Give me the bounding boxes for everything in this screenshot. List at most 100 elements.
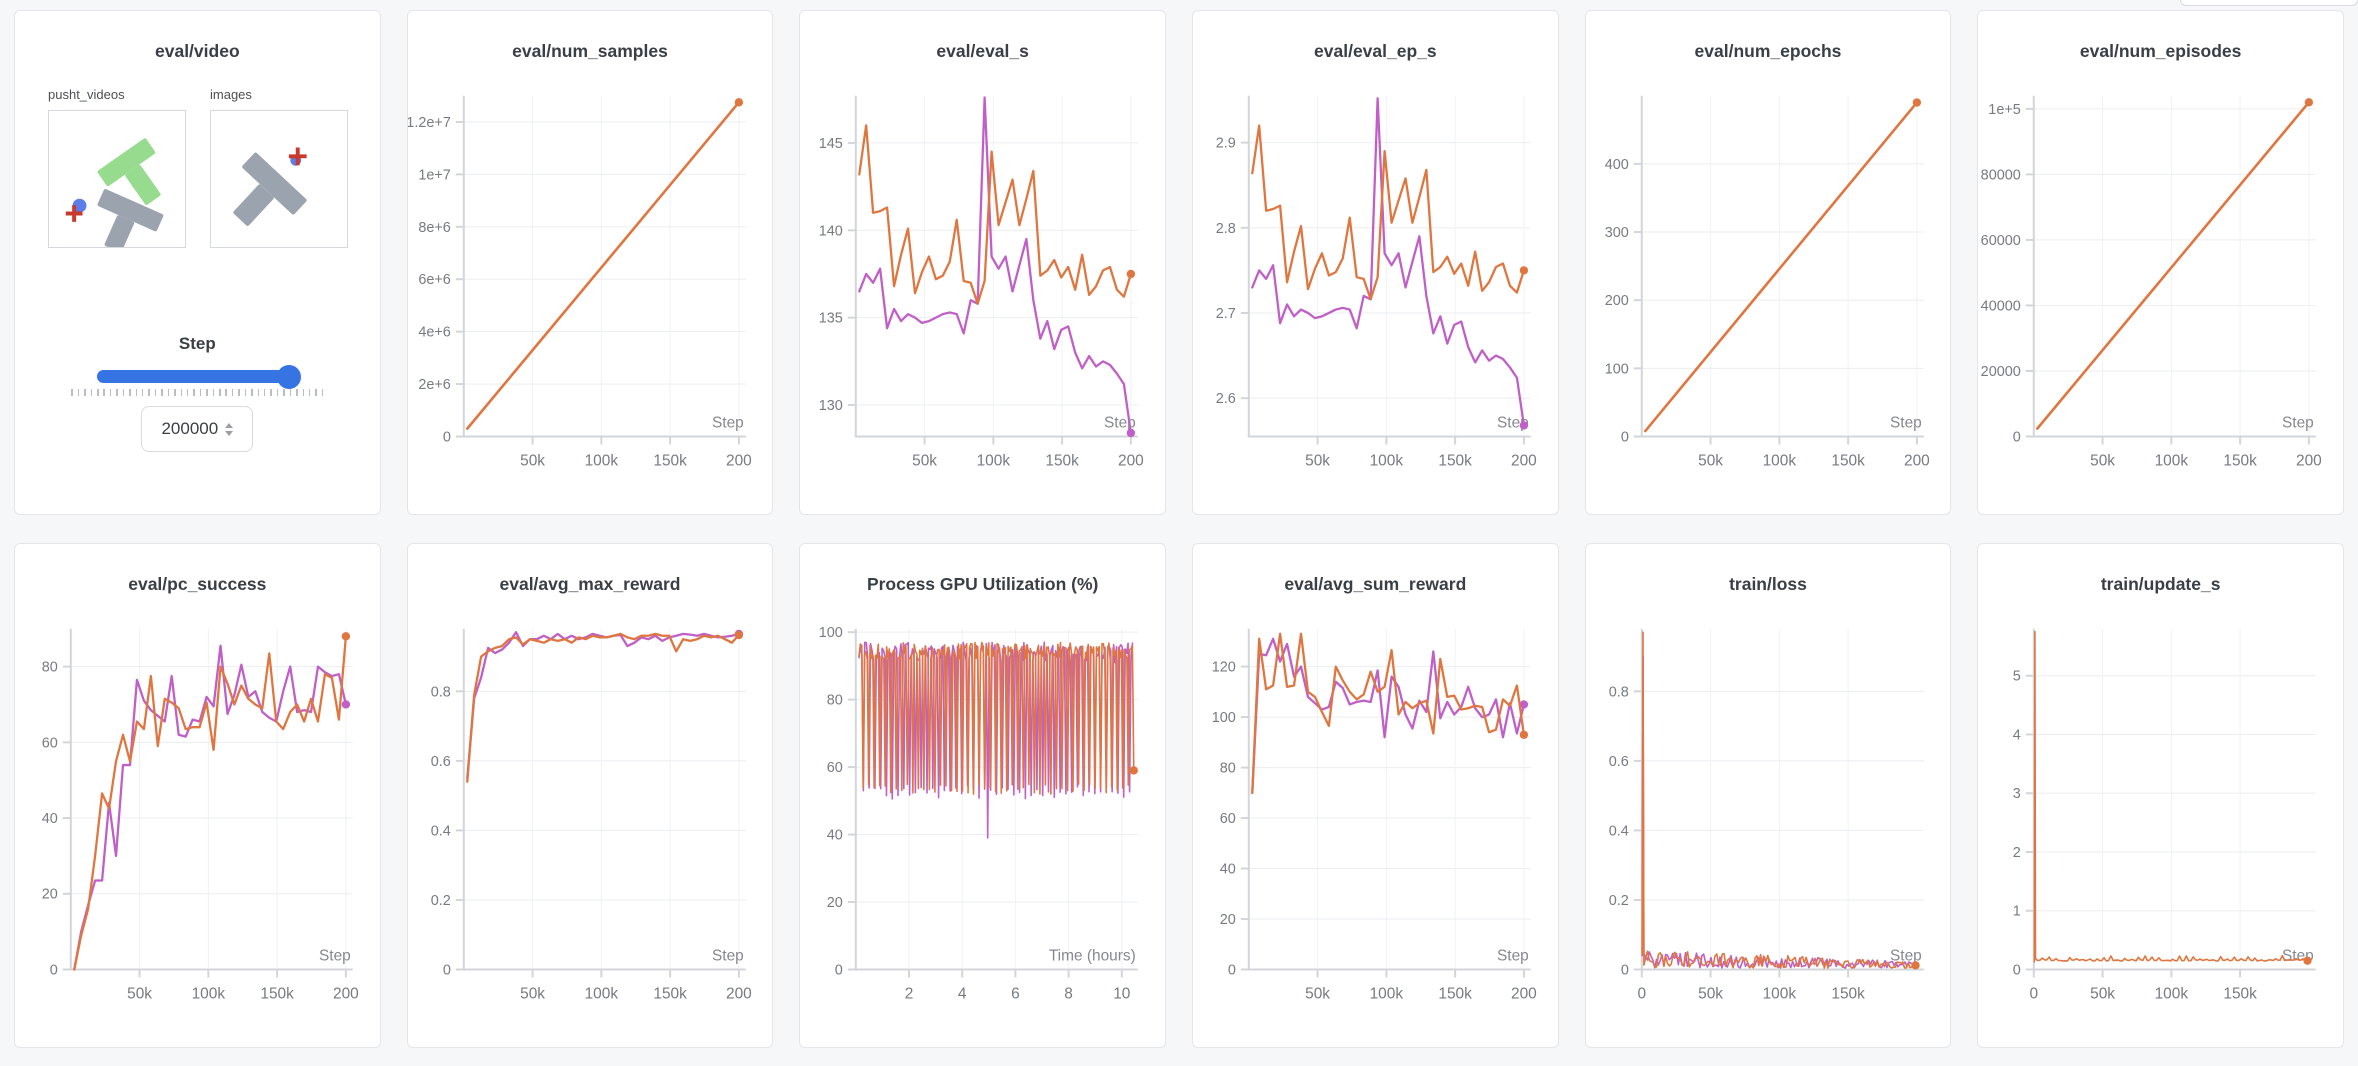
axes: 0 20 40 60 80 100 120 50k 100k 150k 200 bbox=[1212, 628, 1537, 1002]
chart-title: Process GPU Utilization (%) bbox=[866, 574, 1099, 594]
svg-text:100k: 100k bbox=[1370, 985, 1404, 1002]
svg-text:0.6: 0.6 bbox=[430, 754, 450, 770]
step-number-input[interactable]: 200000 bbox=[141, 406, 254, 452]
chart-panel-num-epochs[interactable]: eval/num_epochs 0 100 200 300 400 50k 100k 150k… bbox=[1584, 10, 1952, 515]
svg-text:3: 3 bbox=[2013, 786, 2021, 802]
svg-text:100k: 100k bbox=[1370, 452, 1404, 469]
video-panel[interactable]: eval/video pusht_videos bbox=[14, 10, 381, 515]
svg-text:150k: 150k bbox=[2224, 985, 2258, 1002]
ruler-tick bbox=[238, 389, 240, 396]
series-endpoint-dot bbox=[1519, 730, 1529, 739]
increment-icon[interactable] bbox=[225, 422, 234, 428]
svg-text:4e+6: 4e+6 bbox=[418, 325, 451, 341]
thumbnail-row: pusht_videos bbox=[15, 87, 380, 253]
series-orange bbox=[465, 632, 740, 783]
svg-text:2.7: 2.7 bbox=[1216, 306, 1236, 322]
series-endpoint-dot bbox=[1519, 700, 1529, 709]
svg-text:80000: 80000 bbox=[1981, 167, 2021, 183]
ruler-tick bbox=[219, 389, 221, 396]
svg-text:50k: 50k bbox=[520, 452, 545, 469]
ruler-tick bbox=[283, 389, 285, 396]
svg-text:0.6: 0.6 bbox=[1608, 754, 1628, 770]
chart-panel-train-loss[interactable]: train/loss 0 0.2 0.4 0.6 0.8 0 50k 100k 150k Step bbox=[1584, 543, 1952, 1048]
svg-text:100k: 100k bbox=[584, 452, 618, 469]
svg-text:50k: 50k bbox=[1305, 985, 1330, 1002]
series-purple bbox=[1251, 637, 1526, 794]
step-slider[interactable] bbox=[97, 364, 302, 389]
svg-text:150k: 150k bbox=[1831, 985, 1865, 1002]
ruler-tick bbox=[84, 389, 86, 396]
step-slider-knob[interactable] bbox=[277, 364, 302, 389]
svg-text:100k: 100k bbox=[1762, 452, 1796, 469]
chart-panel-train-update-s[interactable]: train/update_s 0 1 2 3 4 5 0 50k 100k 150k Step bbox=[1977, 543, 2344, 1048]
svg-text:120: 120 bbox=[1212, 660, 1236, 676]
svg-text:150k: 150k bbox=[653, 452, 687, 469]
ruler-tick bbox=[116, 389, 118, 396]
ruler-tick bbox=[180, 389, 182, 396]
svg-text:0: 0 bbox=[2013, 429, 2021, 445]
ruler-tick bbox=[161, 389, 163, 396]
svg-text:50k: 50k bbox=[912, 452, 937, 469]
chart-title: eval/avg_max_reward bbox=[499, 574, 681, 594]
svg-text:0.4: 0.4 bbox=[430, 823, 450, 839]
svg-text:300: 300 bbox=[1604, 225, 1628, 241]
svg-text:8e+6: 8e+6 bbox=[418, 220, 451, 236]
svg-text:1.2e+7: 1.2e+7 bbox=[408, 115, 451, 131]
svg-text:400: 400 bbox=[1604, 157, 1628, 173]
svg-text:200: 200 bbox=[1511, 985, 1537, 1002]
chart-panel-num-episodes[interactable]: eval/num_episodes 0 20000 40000 60000 80000 1… bbox=[1977, 10, 2344, 515]
chart-panel-num-samples[interactable]: eval/num_samples 0 2e+6 4e+6 6e+6 8e+6 1e+7 1.… bbox=[406, 10, 774, 515]
chart-panel-avg-max-reward[interactable]: eval/avg_max_reward 0 0.2 0.4 0.6 0.8 50k 100k… bbox=[406, 543, 774, 1048]
svg-text:200: 200 bbox=[1604, 293, 1628, 309]
ruler-tick bbox=[174, 389, 176, 396]
stepper-arrows[interactable] bbox=[225, 422, 234, 436]
svg-text:0: 0 bbox=[50, 962, 58, 978]
images-block: images bbox=[210, 87, 348, 248]
svg-text:50k: 50k bbox=[2090, 985, 2115, 1002]
step-slider-track[interactable] bbox=[97, 364, 302, 389]
svg-text:0: 0 bbox=[835, 962, 843, 978]
pusht-video-thumbnail[interactable] bbox=[48, 110, 186, 253]
svg-text:150k: 150k bbox=[653, 985, 687, 1002]
pusht-videos-block: pusht_videos bbox=[48, 87, 186, 253]
svg-text:100: 100 bbox=[1212, 710, 1236, 726]
ruler-tick bbox=[308, 389, 311, 396]
chart-panel-gpu-utilization[interactable]: Process GPU Utilization (%) 0 20 40 60 80 100… bbox=[799, 543, 1166, 1048]
chart-panel-eval-ep-s[interactable]: eval/eval_ep_s 2.6 2.7 2.8 2.9 50k 100k 150k 20… bbox=[1191, 10, 1559, 515]
svg-text:2: 2 bbox=[905, 985, 914, 1002]
series-purple bbox=[465, 631, 740, 780]
decrement-icon[interactable] bbox=[225, 430, 234, 436]
pusht-videos-label: pusht_videos bbox=[48, 87, 125, 102]
series-orange bbox=[73, 635, 348, 971]
svg-text:6e+6: 6e+6 bbox=[418, 272, 451, 288]
svg-text:20000: 20000 bbox=[1981, 364, 2021, 380]
svg-text:50k: 50k bbox=[520, 985, 545, 1002]
gridlines bbox=[856, 95, 1139, 437]
ruler-tick bbox=[186, 389, 189, 396]
chart-panel-avg-sum-reward[interactable]: eval/avg_sum_reward 0 20 40 60 80 100 120 50k 10… bbox=[1191, 543, 1559, 1048]
svg-text:40: 40 bbox=[1220, 862, 1236, 878]
chart-panel-pc-success[interactable]: eval/pc_success 0 20 40 60 80 50k 100k 150k 200 S… bbox=[14, 543, 381, 1048]
svg-text:0: 0 bbox=[442, 429, 450, 445]
images-thumbnail[interactable] bbox=[210, 110, 348, 248]
ruler-tick bbox=[141, 389, 144, 396]
svg-text:1: 1 bbox=[2013, 904, 2021, 920]
svg-text:5: 5 bbox=[2013, 669, 2021, 685]
series-endpoint-dot bbox=[1912, 98, 1921, 107]
x-axis-label: Step bbox=[1890, 415, 1922, 432]
svg-text:20: 20 bbox=[1220, 912, 1236, 928]
svg-text:2.8: 2.8 bbox=[1216, 221, 1236, 237]
chart-panel-eval-s[interactable]: eval/eval_s 130 135 140 145 50k 100k 150k 200 St… bbox=[799, 10, 1166, 515]
chart-title: eval/eval_s bbox=[936, 41, 1029, 61]
gridlines bbox=[1641, 95, 1924, 437]
svg-text:2: 2 bbox=[2013, 845, 2021, 861]
chart-title: eval/num_episodes bbox=[2079, 41, 2242, 61]
svg-text:100k: 100k bbox=[2155, 985, 2189, 1002]
svg-text:100: 100 bbox=[1604, 361, 1628, 377]
svg-text:200: 200 bbox=[333, 985, 359, 1002]
goal-cross bbox=[288, 147, 307, 166]
svg-text:100k: 100k bbox=[2155, 452, 2189, 469]
